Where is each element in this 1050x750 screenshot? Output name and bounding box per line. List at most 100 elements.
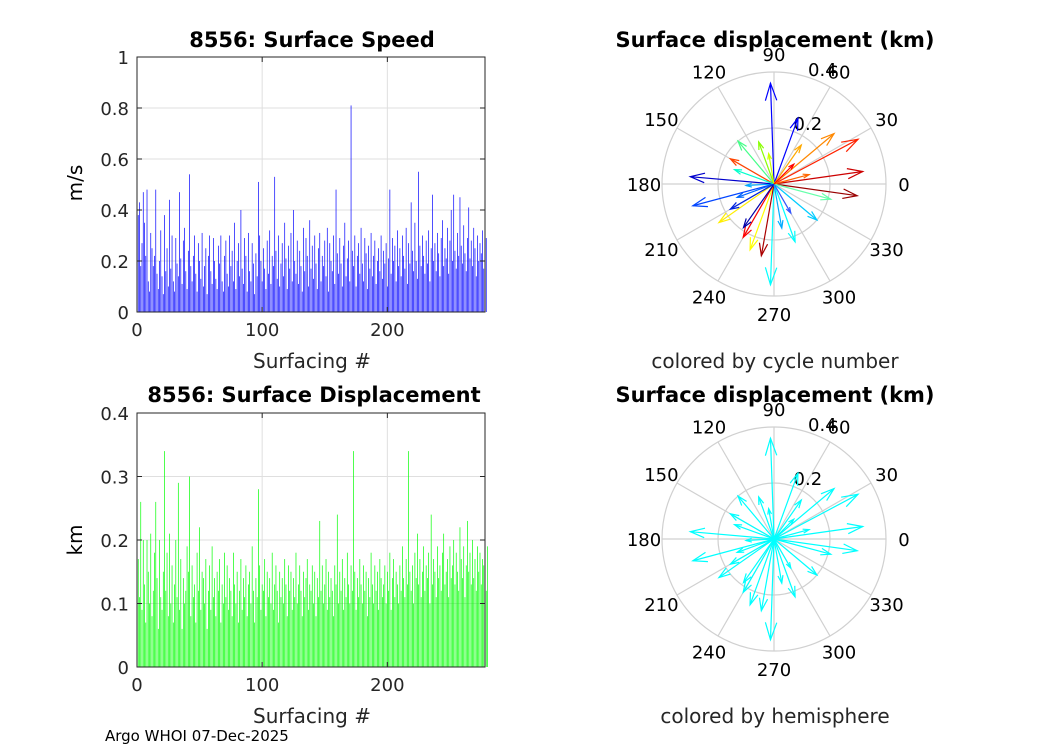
speed-bar [369, 268, 371, 312]
speed-bar [387, 286, 388, 312]
displacement-bar [186, 546, 188, 667]
speed-bar [234, 222, 235, 312]
speed-bar [301, 291, 303, 312]
polar-hemisphere-arrow [742, 538, 775, 593]
speed-bar [152, 266, 154, 312]
polar-cycle-arrow [749, 183, 775, 250]
speed-bar [305, 238, 307, 312]
displacement-bar [374, 565, 376, 667]
speed-bar [263, 248, 264, 312]
speed-ytick-label: 0.6 [100, 150, 129, 171]
speed-bar [146, 189, 148, 312]
polar-cycle-arrow-head [688, 172, 706, 184]
speed-bar [454, 250, 456, 312]
displacement-bar [320, 590, 322, 667]
displacement-bar [395, 571, 397, 667]
polar-hemisphere-arrow-head [717, 567, 731, 579]
speed-bar [417, 278, 418, 312]
polar-cycle-arrow [773, 170, 863, 185]
speed-bar [169, 199, 170, 312]
polar-hemisphere-theta-label: 60 [828, 417, 851, 438]
speed-bar [455, 268, 457, 312]
displacement-bar [201, 571, 203, 667]
displacement-bar [440, 590, 442, 667]
displacement-bar [351, 590, 353, 667]
speed-bar [176, 263, 178, 312]
displacement-bar [301, 616, 303, 667]
speed-bar [177, 276, 179, 312]
displacement-bar [310, 590, 312, 667]
speed-bar [474, 248, 476, 312]
speed-bar [380, 235, 382, 312]
speed-ytick-label: 1 [118, 48, 129, 69]
displacement-bar [389, 552, 391, 667]
speed-bar [259, 235, 261, 312]
speed-bar [241, 268, 243, 312]
displacement-bar [334, 565, 336, 667]
displacement-bar [230, 590, 232, 667]
polar-cycle-arrow-head [789, 116, 799, 131]
displacement-bar [450, 578, 452, 667]
speed-bar [373, 255, 374, 312]
speed-bar [184, 227, 185, 312]
polar-hemisphere-arrow-head [841, 493, 860, 508]
displacement-bar [475, 590, 477, 667]
displacement-bar [234, 584, 235, 667]
speed-bar [251, 243, 253, 312]
displacement-chart-ylabel: km [63, 524, 87, 555]
displacement-bar [388, 590, 389, 667]
speed-bar [180, 258, 182, 312]
displacement-bar [184, 603, 185, 667]
polar-hemisphere-arrow [773, 525, 863, 540]
polar-hemisphere-theta-label: 120 [692, 417, 726, 438]
displacement-bar [350, 565, 352, 667]
speed-bar [223, 291, 224, 312]
speed-bar [171, 235, 173, 312]
displacement-bar [261, 584, 263, 667]
displacement-bar [137, 559, 139, 667]
displacement-bar [353, 451, 354, 667]
speed-bar [231, 250, 233, 312]
polar-hemisphere-arrow [773, 538, 831, 555]
polar-hemisphere-arrow [730, 513, 775, 540]
polar-hemisphere-title: Surface displacement (km) [615, 383, 934, 407]
polar-cycle-arrow-head [728, 157, 740, 166]
speed-bar [219, 263, 220, 312]
displacement-bar [211, 546, 213, 667]
speed-bar [374, 240, 376, 312]
polar-cycle-arrow [773, 183, 818, 221]
polar-hemisphere-theta-label: 300 [822, 643, 856, 664]
displacement-bar [293, 578, 294, 667]
displacement-bar [204, 603, 205, 667]
displacement-bar [355, 609, 357, 667]
displacement-bar [206, 628, 208, 667]
displacement-bar [349, 603, 351, 667]
speed-bar [480, 253, 482, 312]
speed-bar [159, 261, 160, 312]
polar-hemisphere-theta-label: 0 [898, 530, 909, 551]
footer-stamp: Argo WHOI 07-Dec-2025 [105, 727, 289, 745]
displacement-bar [285, 584, 287, 667]
displacement-bar [380, 578, 382, 667]
displacement-bar [448, 597, 450, 667]
displacement-bar [205, 559, 207, 667]
displacement-bar [276, 590, 278, 667]
displacement-bar [269, 578, 271, 667]
speed-bar [150, 232, 152, 312]
speed-bar [216, 289, 218, 312]
displacement-bar [453, 540, 455, 667]
displacement-bar [429, 603, 431, 667]
polar-cycle-theta-label: 150 [644, 110, 678, 131]
displacement-bar [344, 578, 346, 667]
speed-bar [414, 222, 416, 312]
speed-bar [161, 276, 163, 312]
polar-cycle-arrow [718, 183, 775, 224]
speed-bar [316, 289, 318, 312]
displacement-bar [478, 571, 480, 667]
polar-cycle-arrow [758, 141, 775, 185]
displacement-bar [403, 578, 404, 667]
displacement-bar [300, 590, 302, 667]
polar-hemisphere-arrow-head [842, 543, 860, 554]
speed-bar [225, 240, 227, 312]
speed-bar [330, 261, 332, 312]
